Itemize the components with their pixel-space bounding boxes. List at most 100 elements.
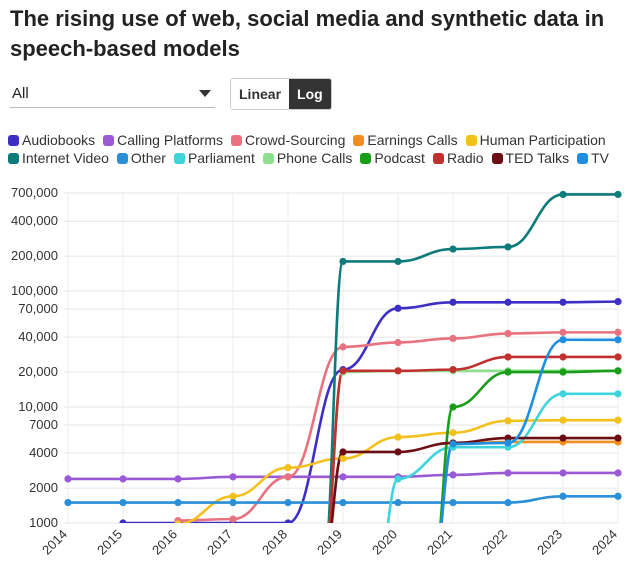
series-line[interactable] (324, 193, 618, 563)
data-point[interactable] (339, 257, 347, 266)
data-point[interactable] (614, 416, 622, 424)
data-point[interactable] (64, 475, 72, 483)
data-point[interactable] (174, 498, 182, 507)
legend-item[interactable]: Crowd-Sourcing (231, 131, 345, 149)
legend-item[interactable]: Calling Platforms (103, 131, 223, 149)
data-point[interactable] (449, 334, 457, 343)
data-point[interactable] (559, 368, 567, 376)
data-point[interactable] (559, 434, 567, 442)
series-line[interactable] (324, 355, 618, 563)
data-point[interactable] (614, 328, 622, 336)
data-point[interactable] (449, 366, 457, 374)
data-point[interactable] (614, 336, 622, 344)
data-point[interactable] (339, 454, 347, 463)
data-point[interactable] (449, 429, 457, 437)
data-point[interactable] (229, 492, 237, 500)
data-point[interactable] (339, 367, 347, 375)
data-point[interactable] (559, 353, 567, 361)
data-point[interactable] (119, 519, 127, 526)
data-point[interactable] (284, 498, 292, 507)
legend: Audiobooks Calling Platforms Crowd-Sourcin… (8, 131, 633, 167)
legend-item[interactable]: Parliament (173, 149, 255, 167)
data-point[interactable] (559, 416, 567, 424)
data-point[interactable] (504, 417, 512, 425)
data-point[interactable] (394, 448, 402, 456)
data-point[interactable] (449, 471, 457, 479)
legend-item[interactable]: TV (577, 149, 609, 167)
legend-item[interactable]: Phone Calls (262, 149, 352, 167)
data-point[interactable] (449, 403, 457, 411)
y-tick-label: 200,000 (11, 248, 58, 263)
data-point[interactable] (174, 475, 182, 483)
legend-label: Human Participation (479, 132, 606, 148)
data-point[interactable] (559, 469, 567, 477)
series-line[interactable] (324, 436, 618, 563)
data-point[interactable] (504, 329, 512, 338)
data-point[interactable] (284, 519, 292, 526)
data-point[interactable] (229, 473, 237, 481)
log-scale-button[interactable]: Log (289, 79, 331, 109)
data-point[interactable] (614, 353, 622, 361)
data-point[interactable] (119, 475, 127, 483)
data-point[interactable] (504, 439, 512, 447)
x-tick-label: 2017 (204, 527, 235, 558)
legend-item[interactable]: Audiobooks (8, 131, 95, 149)
data-point[interactable] (559, 390, 567, 398)
y-tick-label: 4000 (29, 445, 58, 460)
series-line[interactable] (434, 369, 619, 563)
data-point[interactable] (614, 492, 622, 500)
legend-item[interactable]: Other (116, 149, 166, 167)
source-filter-dropdown[interactable]: All (10, 78, 215, 108)
data-point[interactable] (229, 498, 237, 507)
data-point[interactable] (559, 492, 567, 500)
data-point[interactable] (449, 298, 457, 306)
data-point[interactable] (504, 469, 512, 477)
data-point[interactable] (394, 257, 402, 266)
data-point[interactable] (284, 473, 292, 481)
data-point[interactable] (504, 368, 512, 376)
legend-item[interactable]: Radio (432, 149, 484, 167)
data-point[interactable] (559, 190, 567, 199)
data-point[interactable] (339, 343, 347, 351)
data-point[interactable] (559, 328, 567, 336)
data-point[interactable] (614, 390, 622, 398)
data-point[interactable] (394, 433, 402, 441)
data-point[interactable] (504, 243, 512, 251)
legend-item[interactable]: Human Participation (465, 131, 606, 149)
data-point[interactable] (614, 367, 622, 375)
data-point[interactable] (559, 298, 567, 306)
data-point[interactable] (614, 298, 622, 306)
data-point[interactable] (504, 498, 512, 507)
data-point[interactable] (64, 498, 72, 507)
data-point[interactable] (614, 434, 622, 442)
data-point[interactable] (284, 464, 292, 472)
data-point[interactable] (449, 498, 457, 507)
series-line[interactable] (177, 418, 618, 524)
data-point[interactable] (339, 473, 347, 481)
data-point[interactable] (339, 448, 347, 456)
data-point[interactable] (614, 469, 622, 477)
legend-item[interactable]: Podcast (360, 149, 425, 167)
data-point[interactable] (504, 353, 512, 361)
data-point[interactable] (394, 475, 402, 483)
data-point[interactable] (559, 336, 567, 344)
data-point[interactable] (614, 190, 622, 199)
data-point[interactable] (229, 515, 237, 523)
legend-item[interactable]: TED Talks (491, 149, 569, 167)
legend-item[interactable]: Earnings Calls (353, 131, 458, 149)
data-point[interactable] (394, 304, 402, 312)
data-point[interactable] (394, 338, 402, 347)
data-point[interactable] (394, 498, 402, 507)
data-point[interactable] (174, 520, 182, 527)
series-line[interactable] (122, 300, 619, 523)
linear-scale-button[interactable]: Linear (231, 79, 290, 109)
legend-item[interactable]: Internet Video (8, 149, 109, 167)
series-line[interactable] (177, 331, 618, 522)
data-point[interactable] (119, 498, 127, 507)
data-point[interactable] (504, 298, 512, 306)
y-tick-label: 7000 (29, 417, 58, 432)
data-point[interactable] (449, 245, 457, 253)
data-point[interactable] (449, 440, 457, 448)
data-point[interactable] (339, 498, 347, 507)
data-point[interactable] (394, 367, 402, 375)
